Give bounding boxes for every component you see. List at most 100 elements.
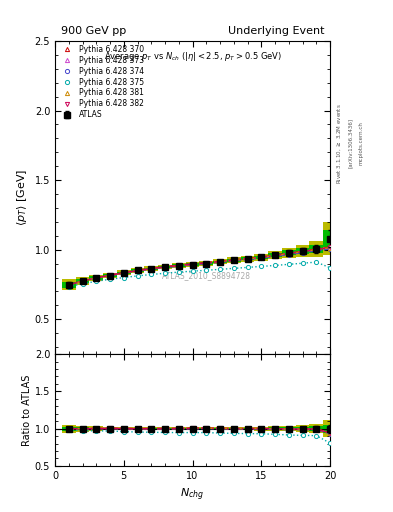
Bar (323, 420, 337, 437)
Pythia 6.428 382 (300, 248, 305, 254)
Pythia 6.428 382 (231, 257, 236, 263)
Pythia 6.428 374 (286, 251, 291, 258)
Pythia 6.428 373 (245, 255, 250, 262)
Pythia 6.428 375 (259, 263, 264, 269)
Bar (241, 428, 255, 430)
Line: Pythia 6.428 381: Pythia 6.428 381 (67, 246, 332, 287)
Bar (200, 262, 213, 265)
Text: Underlying Event: Underlying Event (228, 26, 325, 36)
Bar (62, 424, 76, 433)
Pythia 6.428 375 (204, 267, 209, 273)
Pythia 6.428 373 (259, 254, 264, 260)
Pythia 6.428 373 (66, 282, 71, 288)
Pythia 6.428 374 (135, 268, 140, 274)
Pythia 6.428 373 (163, 264, 167, 270)
Pythia 6.428 370 (176, 262, 181, 268)
Bar (103, 273, 117, 279)
Pythia 6.428 375 (149, 271, 154, 278)
Pythia 6.428 374 (149, 266, 154, 272)
Bar (90, 274, 103, 281)
Pythia 6.428 370 (108, 272, 112, 278)
Bar (282, 428, 296, 430)
Text: ATLAS_2010_S8894728: ATLAS_2010_S8894728 (162, 271, 251, 280)
Text: 900 GeV pp: 900 GeV pp (61, 26, 126, 36)
Bar (227, 428, 241, 430)
Pythia 6.428 375 (176, 269, 181, 275)
Pythia 6.428 381 (245, 256, 250, 262)
Pythia 6.428 381 (328, 245, 332, 251)
Bar (282, 426, 296, 432)
Bar (145, 428, 158, 430)
Pythia 6.428 374 (108, 272, 112, 279)
Pythia 6.428 374 (204, 261, 209, 267)
Pythia 6.428 382 (328, 244, 332, 250)
Bar (296, 427, 310, 430)
Pythia 6.428 375 (328, 265, 332, 271)
Pythia 6.428 373 (149, 265, 154, 271)
Pythia 6.428 374 (121, 270, 126, 276)
Bar (268, 253, 282, 258)
Pythia 6.428 382 (245, 255, 250, 262)
Bar (200, 428, 213, 430)
Pythia 6.428 373 (94, 274, 99, 281)
Pythia 6.428 373 (328, 244, 332, 250)
Pythia 6.428 381 (286, 250, 291, 257)
Bar (213, 259, 227, 264)
Bar (117, 428, 131, 430)
Bar (310, 424, 323, 433)
Pythia 6.428 370 (328, 244, 332, 250)
Bar (62, 279, 76, 290)
Bar (255, 428, 268, 430)
Pythia 6.428 381 (135, 268, 140, 274)
Bar (268, 426, 282, 431)
Pythia 6.428 382 (108, 272, 112, 279)
Pythia 6.428 381 (314, 247, 319, 253)
Bar (90, 276, 103, 280)
Pythia 6.428 381 (231, 257, 236, 263)
Bar (117, 427, 131, 430)
Bar (158, 428, 172, 430)
Pythia 6.428 370 (259, 254, 264, 260)
Bar (76, 426, 90, 432)
Bar (186, 428, 200, 429)
Bar (131, 428, 145, 430)
Pythia 6.428 375 (300, 260, 305, 266)
Pythia 6.428 382 (135, 267, 140, 273)
Pythia 6.428 370 (94, 274, 99, 281)
Pythia 6.428 375 (80, 281, 85, 287)
Pythia 6.428 375 (108, 276, 112, 282)
Pythia 6.428 373 (176, 262, 181, 268)
Bar (213, 427, 227, 430)
Pythia 6.428 381 (204, 260, 209, 266)
Bar (158, 428, 172, 430)
Pythia 6.428 370 (163, 264, 167, 270)
Bar (282, 250, 296, 255)
Line: Pythia 6.428 373: Pythia 6.428 373 (67, 245, 332, 287)
Bar (103, 428, 117, 430)
Pythia 6.428 374 (273, 253, 277, 260)
Pythia 6.428 373 (204, 260, 209, 266)
Bar (200, 261, 213, 266)
Pythia 6.428 373 (300, 248, 305, 254)
Bar (172, 428, 186, 430)
Pythia 6.428 382 (218, 259, 222, 265)
Pythia 6.428 373 (231, 257, 236, 263)
Pythia 6.428 370 (300, 248, 305, 254)
Bar (227, 258, 241, 263)
Line: Pythia 6.428 374: Pythia 6.428 374 (67, 247, 332, 287)
Pythia 6.428 370 (135, 267, 140, 273)
Pythia 6.428 373 (286, 250, 291, 257)
Bar (296, 425, 310, 432)
X-axis label: $N_{chg}$: $N_{chg}$ (180, 486, 205, 503)
Bar (268, 428, 282, 430)
Pythia 6.428 381 (149, 266, 154, 272)
Pythia 6.428 375 (66, 284, 71, 290)
Pythia 6.428 381 (94, 275, 99, 281)
Bar (268, 251, 282, 260)
Bar (117, 270, 131, 275)
Pythia 6.428 373 (108, 272, 112, 278)
Pythia 6.428 374 (259, 255, 264, 261)
Bar (145, 268, 158, 270)
Bar (255, 254, 268, 261)
Bar (103, 427, 117, 431)
